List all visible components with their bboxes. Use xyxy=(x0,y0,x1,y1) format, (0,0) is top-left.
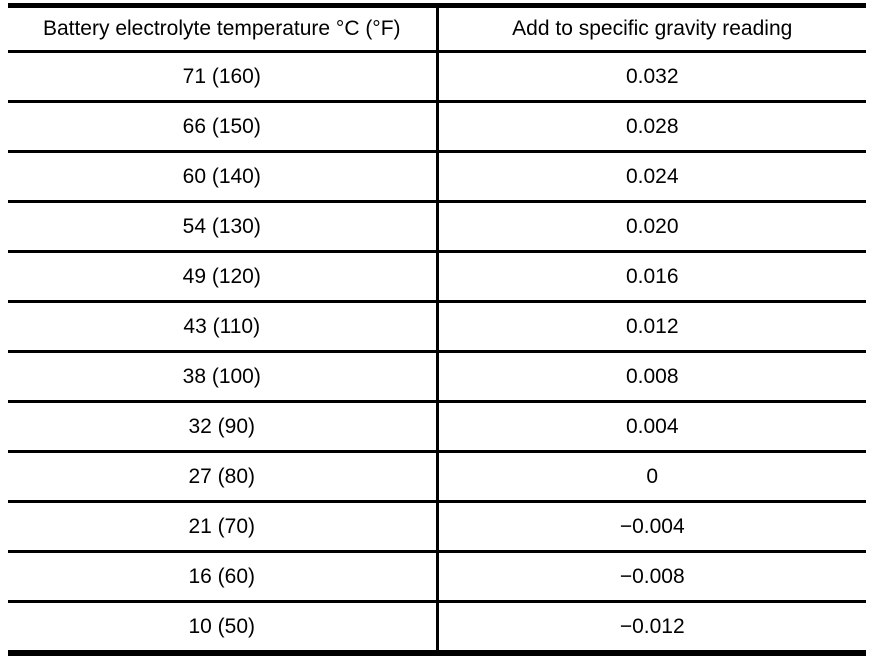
table-row: 49 (120) 0.016 xyxy=(8,251,866,303)
table-header-row: Battery electrolyte temperature °C (°F) … xyxy=(8,5,866,53)
temperature-cell: 10 (50) xyxy=(8,601,439,653)
gravity-cell: 0.016 xyxy=(437,251,866,303)
temperature-cell: 27 (80) xyxy=(8,451,439,503)
table-row: 38 (100) 0.008 xyxy=(8,351,866,403)
gravity-cell: 0.012 xyxy=(437,301,866,353)
gravity-cell: 0.020 xyxy=(437,201,866,253)
table-row: 43 (110) 0.012 xyxy=(8,301,866,353)
temperature-cell: 32 (90) xyxy=(8,401,439,453)
gravity-cell: 0.032 xyxy=(437,51,866,103)
gravity-cell: −0.012 xyxy=(619,614,685,638)
gravity-cell: 0.024 xyxy=(437,151,866,203)
table-row: 60 (140) 0.024 xyxy=(8,151,866,203)
temperature-cell: 21 (70) xyxy=(8,501,439,553)
temperature-cell: 43 (110) xyxy=(8,301,439,353)
table-row: 71 (160) 0.032 xyxy=(8,51,866,103)
table-row: 66 (150) 0.028 xyxy=(8,101,866,153)
gravity-cell: −0.008 xyxy=(437,551,866,603)
temperature-cell: 66 (150) xyxy=(8,101,439,153)
gravity-cell: −0.004 xyxy=(437,501,866,553)
table-row: 54 (130) 0.020 xyxy=(8,201,866,253)
table-row: 16 (60) −0.008 xyxy=(8,551,866,603)
temperature-cell: 60 (140) xyxy=(8,151,439,203)
gravity-cell: 0 xyxy=(437,451,866,503)
temperature-cell: 49 (120) xyxy=(8,251,439,303)
gravity-cell: 0.004 xyxy=(437,401,866,453)
col-header-temperature: Battery electrolyte temperature °C (°F) xyxy=(8,5,439,53)
gravity-cell: 0.008 xyxy=(437,351,866,403)
gravity-cell: 0.028 xyxy=(437,101,866,153)
temperature-cell: 16 (60) xyxy=(8,551,439,603)
table-row: 21 (70) −0.004 xyxy=(8,501,866,553)
electrolyte-temperature-correction-table: Battery electrolyte temperature °C (°F) … xyxy=(8,3,866,656)
table-row: 27 (80) 0 xyxy=(8,451,866,503)
temperature-cell: 54 (130) xyxy=(8,201,439,253)
table-row: 10 (50) −0.012 xyxy=(8,601,866,653)
col-header-gravity: Add to specific gravity reading xyxy=(437,5,866,53)
temperature-cell: 38 (100) xyxy=(8,351,439,403)
temperature-cell: 71 (160) xyxy=(8,51,439,103)
table-row: 32 (90) 0.004 xyxy=(8,401,866,453)
